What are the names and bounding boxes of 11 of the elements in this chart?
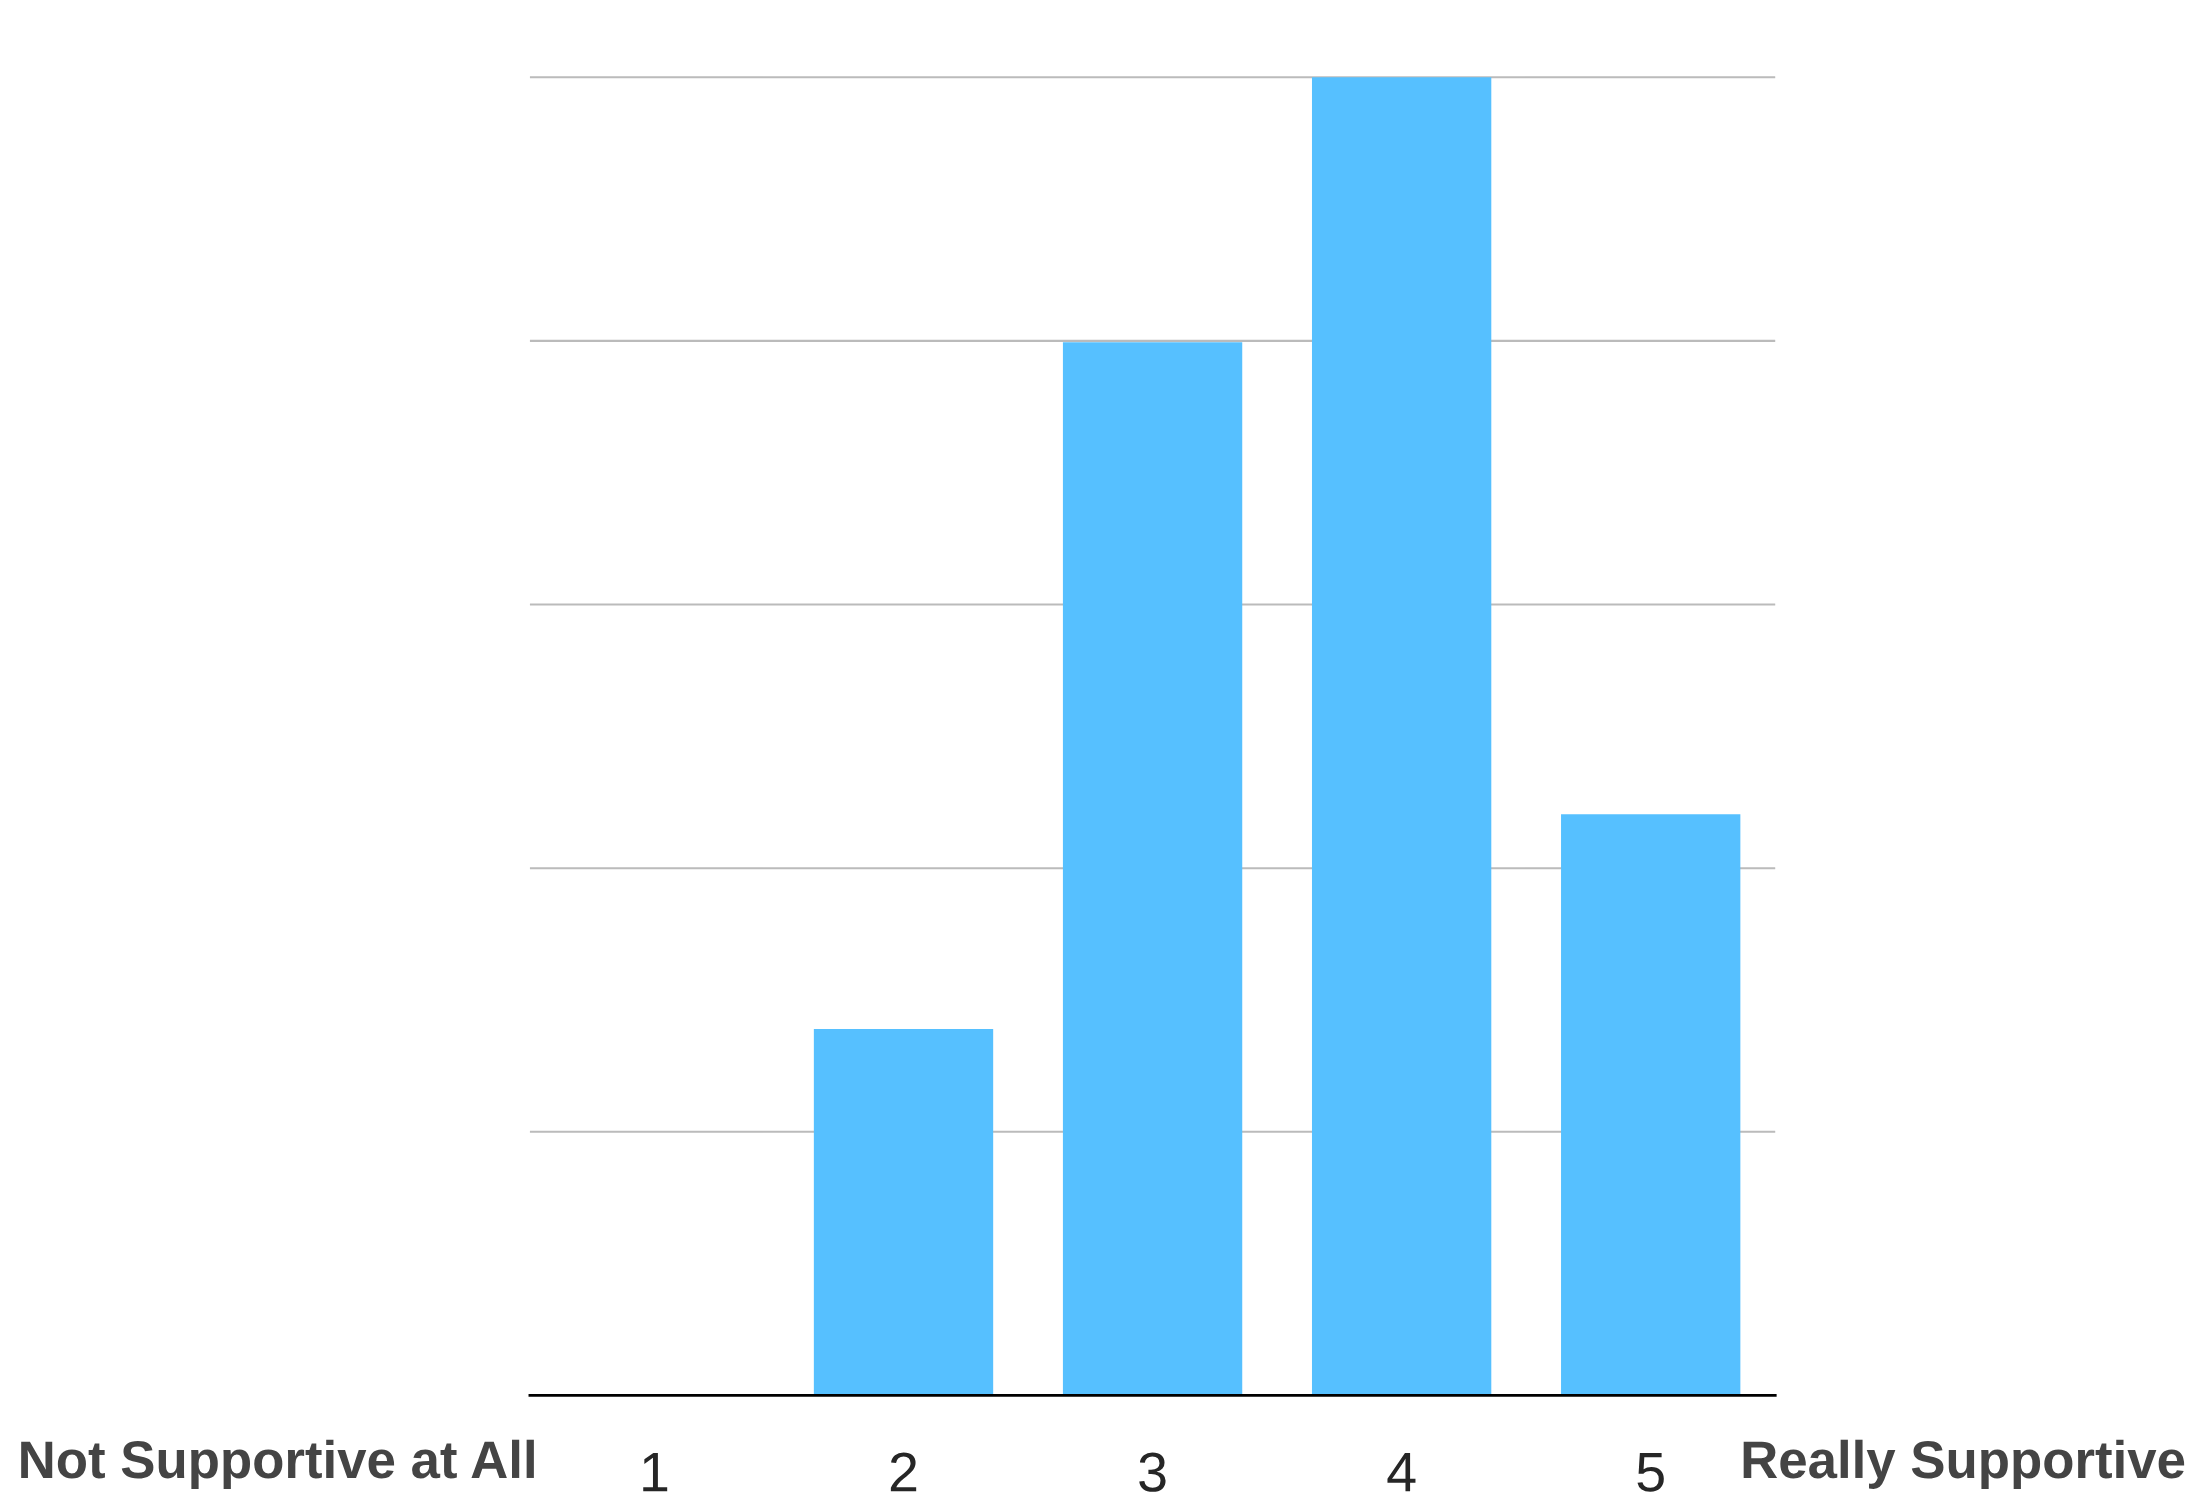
x-tick-label: 4 (1387, 1453, 1416, 1492)
text: Not Supportive at All (21, 1439, 534, 1489)
x-tick-label: 1 (643, 1453, 668, 1492)
bar (813, 1029, 994, 1396)
bar (1311, 77, 1492, 1396)
bar (1062, 342, 1243, 1396)
bar (1561, 814, 1741, 1396)
x-tick-label: 2 (890, 1452, 917, 1492)
text: Really Supportive (1743, 1439, 2185, 1489)
x-tick-label: 3 (1139, 1452, 1166, 1492)
x-tick-label: 5 (1637, 1453, 1664, 1492)
